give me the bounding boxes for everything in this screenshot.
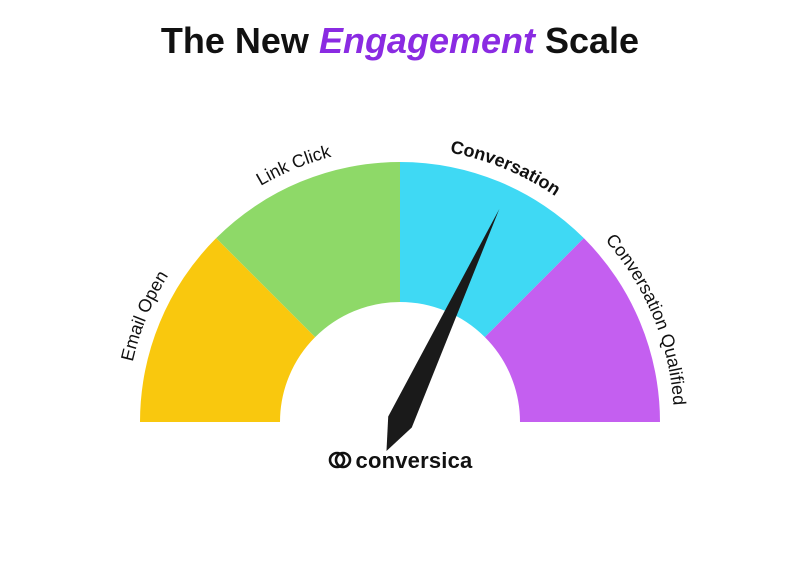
title-accent: Engagement [319,20,535,61]
brand-name: conversica [356,448,473,473]
page-title: The New Engagement Scale [0,0,800,62]
title-prefix: The New [161,20,319,61]
brand-icon [328,448,352,472]
gauge-chart: Email OpenLink ClickConversationConversa… [0,72,800,492]
title-suffix: Scale [535,20,639,61]
gauge-container: Email OpenLink ClickConversationConversa… [0,72,800,492]
brand-logo: conversica [0,448,800,474]
